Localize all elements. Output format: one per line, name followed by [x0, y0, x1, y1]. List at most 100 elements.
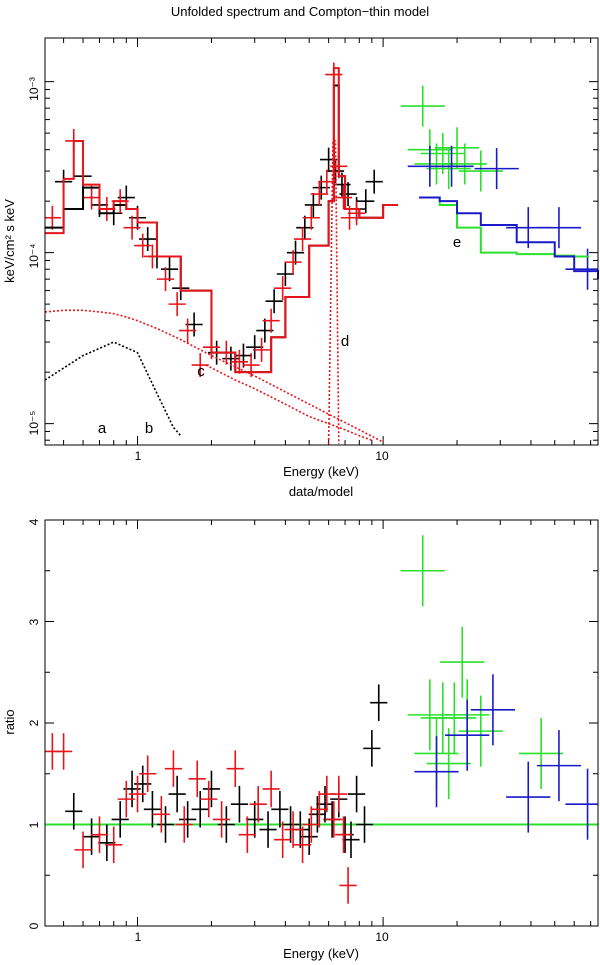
bottom-y-tick-label-3: 3 [27, 618, 41, 625]
top-data-2-point [262, 308, 280, 333]
bottom-data-2-point [334, 816, 353, 853]
bottom-data-3-point [407, 679, 452, 751]
bottom-data-2-point [238, 816, 256, 853]
bottom-data-2-point [302, 806, 320, 843]
top-data-3-point [442, 143, 487, 185]
top-data-2-point [45, 205, 61, 230]
bottom-x-tick-label-10: 10 [375, 930, 389, 944]
bottom-data-4-point [470, 674, 516, 746]
bottom-data-1-point [246, 801, 264, 838]
bottom-data-1-point [168, 775, 186, 813]
top-data-1-point [286, 240, 305, 265]
annotation-b: b [145, 420, 153, 437]
bottom-data-1-point [82, 818, 101, 855]
top-panel: Unfolded spectrum and Compton−thin model… [2, 4, 599, 479]
top-data-2-point [318, 169, 336, 194]
annotation-d: d [341, 333, 349, 350]
bottom-data-1-point [111, 801, 129, 838]
bottom-data-3-point [519, 717, 564, 789]
bottom-data-1-point [179, 801, 197, 838]
annotation-c: c [197, 363, 205, 380]
bottom-y-axis-label: ratio [2, 709, 17, 734]
top-y-tick-label-1e-3: 10⁻³ [27, 77, 41, 101]
bottom-data-2-point [152, 796, 170, 833]
bottom-data-1-point [98, 824, 116, 862]
bottom-data-2-point [128, 775, 147, 813]
top-y-axis-label: keV/cm² s keV [2, 199, 17, 283]
bottom-data-2-point [139, 755, 157, 793]
top-component-a-line [44, 309, 384, 443]
bottom-data-4-point [565, 768, 598, 840]
top-model-1-line [45, 84, 399, 374]
top-x-axis-label: Energy (keV) [283, 464, 359, 479]
bottom-data-3-point [400, 535, 445, 607]
bottom-data-1-point [259, 811, 277, 848]
bottom-data-2-point [188, 760, 206, 798]
bottom-data-2-point [74, 831, 92, 869]
bottom-data-2-point [330, 775, 348, 813]
bottom-data-1-point [281, 806, 300, 843]
top-panel-title: Unfolded spectrum and Compton−thin model [171, 4, 429, 19]
bottom-data-2-point [117, 780, 135, 818]
bottom-y-tick-label-4: 4 [27, 518, 41, 525]
bottom-x-axis-label: Energy (keV) [283, 946, 359, 961]
bottom-data-2-point [339, 867, 357, 904]
bottom-data-2-point [293, 826, 312, 864]
bottom-data-1-point [191, 791, 209, 828]
top-data-1-point [276, 262, 294, 286]
top-model-2-line [45, 67, 399, 374]
bottom-data-1-point [271, 791, 289, 828]
bottom-data-1-point [202, 770, 221, 808]
bottom-data-2-point [90, 816, 109, 853]
bottom-data-2-point [274, 821, 292, 858]
top-data-1-point [222, 346, 240, 371]
top-data-4-point [474, 148, 519, 190]
top-data-2-point [242, 353, 260, 378]
bottom-data-2-point [55, 733, 73, 770]
top-data-2-point [334, 185, 353, 210]
bottom-data-2-point [226, 750, 244, 787]
bottom-data-4-point [445, 699, 490, 771]
bottom-data-3-point [458, 695, 503, 767]
top-data-2-point [123, 215, 141, 240]
top-data-2-point [179, 318, 197, 343]
top-component-d-line [327, 140, 340, 445]
top-x-tick-label-1: 1 [135, 449, 142, 463]
bottom-data-2-point [262, 770, 280, 808]
top-data-2-point [348, 201, 366, 226]
bottom-data-2-point [175, 806, 193, 843]
bottom-y-tick-label-2: 2 [27, 719, 41, 726]
bottom-y-tick-label-1: 1 [27, 821, 41, 828]
bottom-data-2-point [284, 811, 302, 848]
top-data-1-point [365, 169, 383, 194]
annotation-a: a [98, 420, 107, 437]
top-data-1-point [246, 335, 264, 360]
bottom-data-1-point [342, 821, 360, 858]
bottom-plot-area [45, 519, 598, 927]
bottom-data-1-point [230, 785, 249, 823]
top-data-1-point [160, 257, 179, 282]
top-data-2-point [252, 337, 271, 362]
top-data-2-point [156, 267, 175, 292]
bottom-data-2-point [249, 785, 267, 823]
top-data-2-point [82, 185, 101, 210]
top-y-tick-label-1e-5: 10⁻⁵ [27, 411, 41, 436]
bottom-y-tick-label-0: 0 [27, 922, 41, 929]
bottom-data-4-point [536, 730, 582, 802]
bottom-data-2-point [310, 791, 328, 828]
top-data-2-point [134, 233, 152, 258]
bottom-data-2-point [213, 801, 231, 838]
bottom-data-2-point [105, 826, 123, 864]
top-data-1-point [339, 182, 357, 207]
annotation-e: e [453, 234, 461, 251]
top-data-2-point [293, 227, 312, 252]
top-data-2-point [168, 292, 186, 317]
top-data-1-point [326, 159, 345, 184]
top-data-1-point [139, 227, 157, 252]
bottom-data-2-point [164, 750, 183, 787]
top-data-2-point [274, 276, 292, 301]
bottom-plot-frame [44, 519, 599, 927]
bottom-data-1-point [348, 775, 366, 813]
bottom-data-1-point [363, 730, 381, 767]
